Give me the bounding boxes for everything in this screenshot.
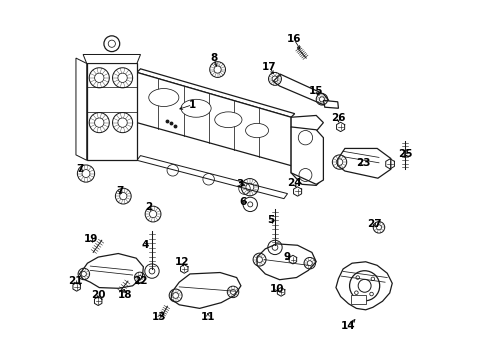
Polygon shape — [290, 166, 323, 185]
Text: 3: 3 — [236, 179, 243, 189]
Ellipse shape — [148, 89, 179, 107]
Text: 19: 19 — [83, 234, 98, 244]
Text: 18: 18 — [118, 291, 132, 301]
Text: 8: 8 — [210, 53, 217, 63]
Text: 2: 2 — [144, 202, 152, 212]
Polygon shape — [323, 100, 338, 108]
Ellipse shape — [245, 123, 268, 138]
Polygon shape — [337, 148, 390, 178]
Ellipse shape — [181, 99, 211, 117]
Text: 14: 14 — [341, 321, 355, 331]
Polygon shape — [273, 74, 328, 105]
Text: 21: 21 — [68, 276, 82, 286]
Polygon shape — [137, 69, 294, 117]
Text: 5: 5 — [266, 215, 273, 225]
Polygon shape — [290, 116, 323, 135]
Text: 1: 1 — [188, 100, 196, 110]
Polygon shape — [137, 72, 290, 166]
Text: 7: 7 — [116, 186, 123, 196]
Text: 4: 4 — [141, 240, 148, 250]
Text: 27: 27 — [366, 219, 381, 229]
Text: 20: 20 — [91, 291, 105, 301]
Text: 11: 11 — [200, 312, 215, 322]
Polygon shape — [257, 244, 316, 280]
Polygon shape — [137, 156, 287, 199]
Polygon shape — [76, 58, 86, 160]
Text: 12: 12 — [174, 257, 188, 267]
Polygon shape — [351, 295, 366, 304]
Polygon shape — [171, 273, 241, 309]
Text: 25: 25 — [398, 149, 412, 159]
Polygon shape — [86, 63, 137, 160]
Text: 24: 24 — [286, 178, 301, 188]
Polygon shape — [335, 262, 391, 310]
Polygon shape — [290, 127, 323, 184]
Text: 22: 22 — [133, 276, 147, 286]
Text: 7: 7 — [76, 164, 83, 174]
Text: 26: 26 — [330, 113, 345, 123]
Polygon shape — [80, 253, 143, 288]
Text: 13: 13 — [152, 312, 166, 322]
Text: 15: 15 — [308, 86, 323, 96]
Text: 6: 6 — [239, 197, 246, 207]
Text: 23: 23 — [356, 158, 370, 168]
Text: 16: 16 — [286, 35, 301, 44]
Polygon shape — [83, 54, 140, 63]
Text: 9: 9 — [283, 252, 290, 262]
Ellipse shape — [214, 112, 242, 128]
Text: 17: 17 — [262, 62, 276, 72]
Text: 10: 10 — [269, 284, 284, 294]
